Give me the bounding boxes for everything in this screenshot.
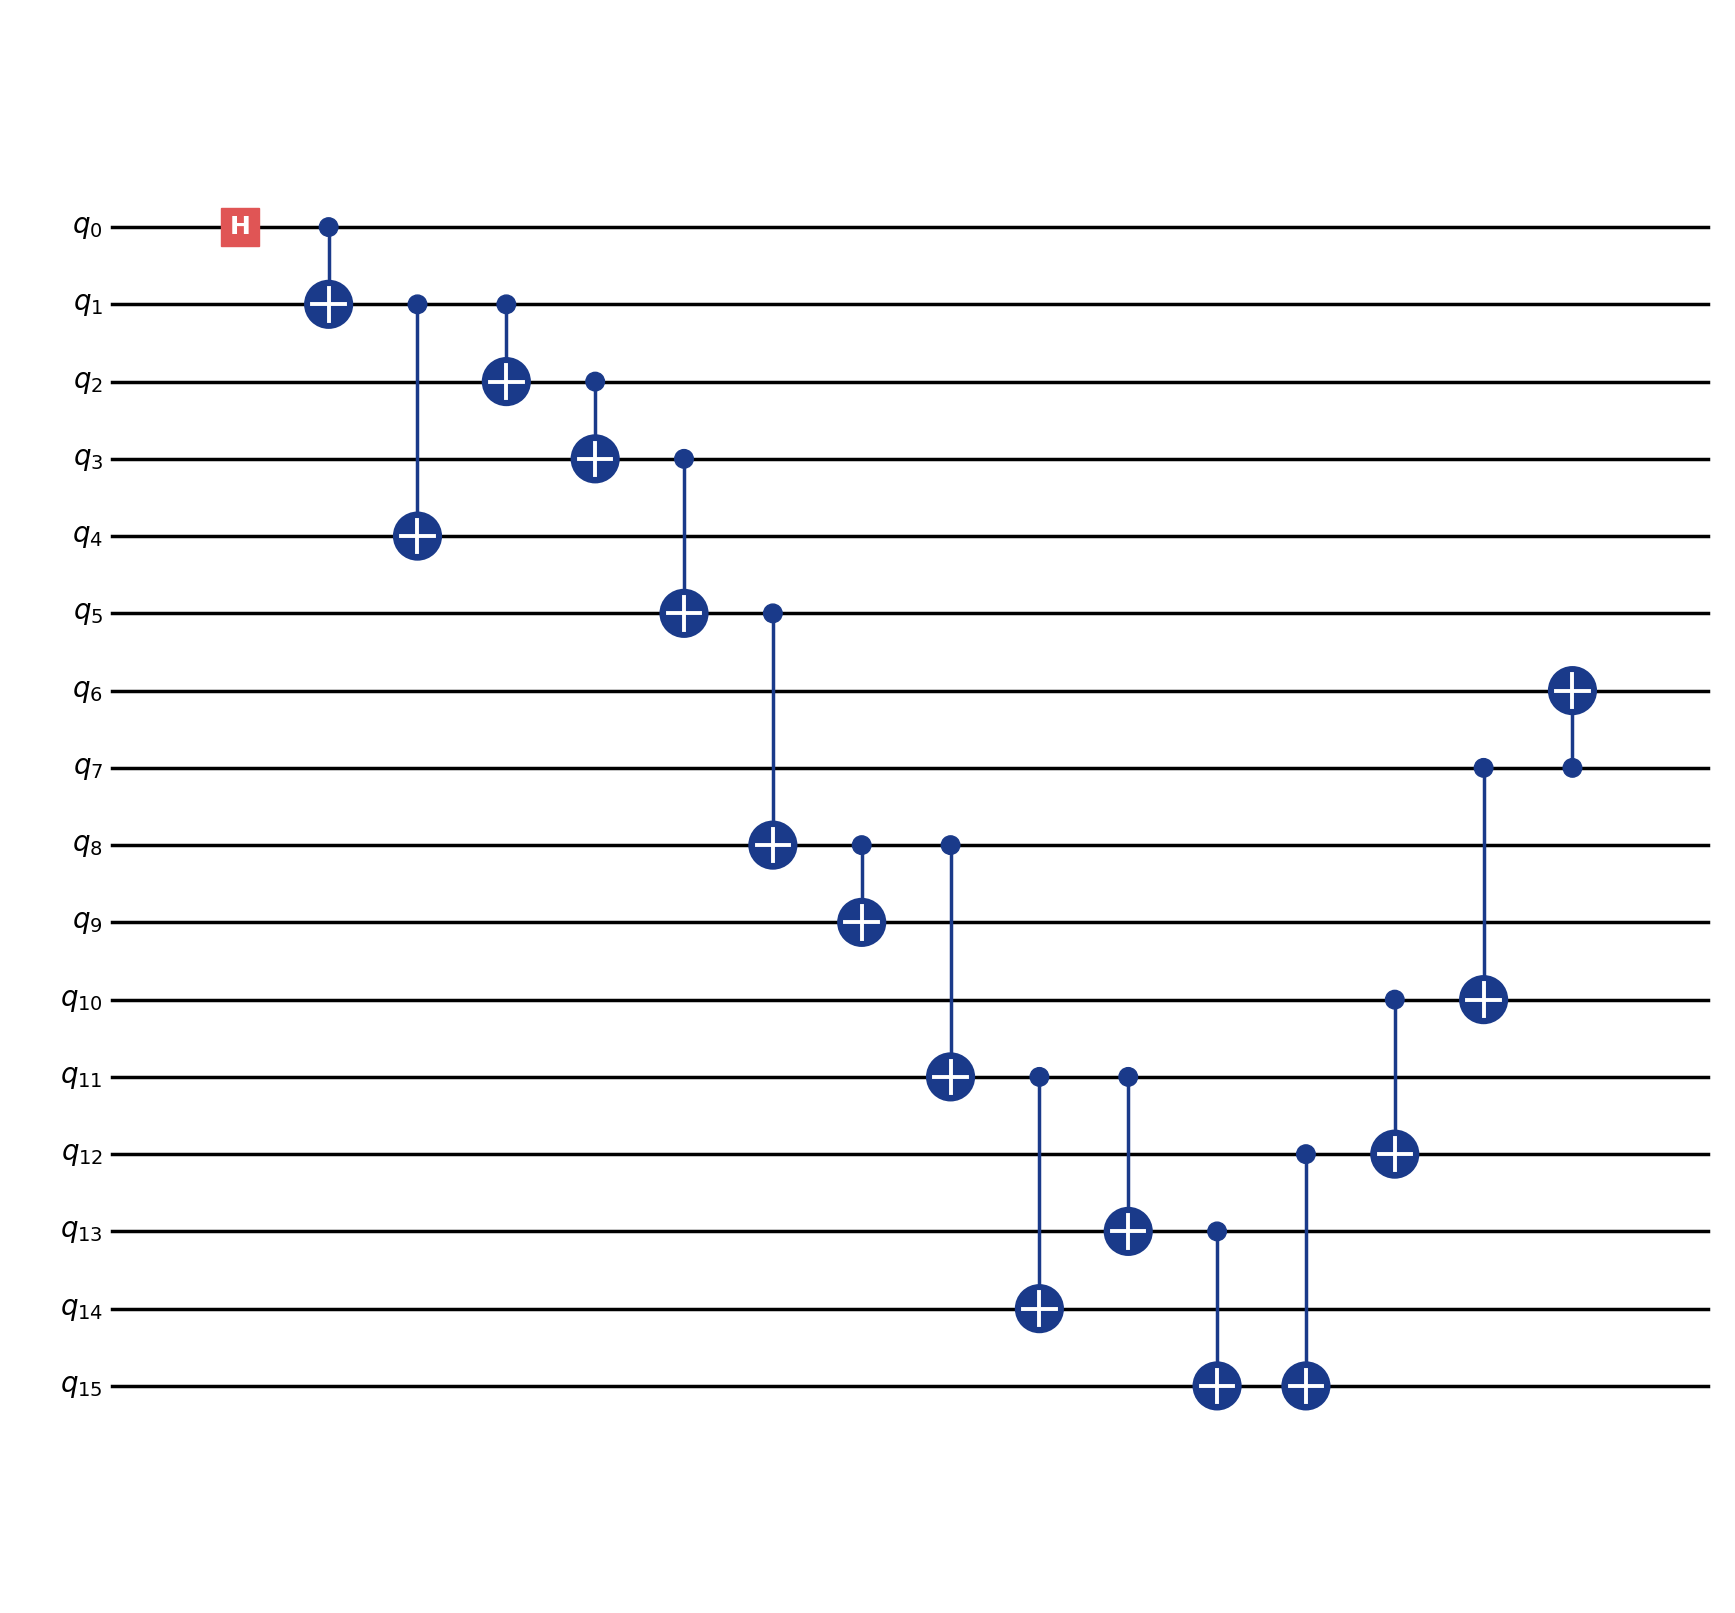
- Text: $q_{4}$: $q_{4}$: [73, 523, 102, 550]
- Circle shape: [763, 605, 782, 623]
- Circle shape: [675, 450, 694, 468]
- Circle shape: [1461, 976, 1506, 1023]
- Text: $q_{2}$: $q_{2}$: [73, 368, 102, 395]
- Circle shape: [319, 218, 338, 237]
- Text: $q_{0}$: $q_{0}$: [73, 213, 102, 240]
- Text: $q_{1}$: $q_{1}$: [73, 290, 102, 318]
- Circle shape: [661, 590, 708, 637]
- Circle shape: [750, 823, 796, 868]
- Circle shape: [1031, 1068, 1048, 1086]
- Circle shape: [1549, 668, 1596, 715]
- Circle shape: [573, 436, 618, 482]
- Circle shape: [408, 295, 427, 313]
- Text: $q_{9}$: $q_{9}$: [73, 908, 102, 937]
- Circle shape: [1563, 758, 1582, 777]
- Text: H: H: [229, 215, 250, 239]
- Circle shape: [1105, 1208, 1152, 1255]
- Circle shape: [942, 836, 959, 855]
- Circle shape: [1208, 1223, 1227, 1240]
- Text: $q_{13}$: $q_{13}$: [61, 1218, 102, 1245]
- Circle shape: [496, 295, 515, 313]
- Circle shape: [305, 281, 352, 327]
- Circle shape: [1475, 758, 1492, 777]
- Circle shape: [1372, 1131, 1417, 1177]
- Circle shape: [1119, 1068, 1138, 1086]
- Circle shape: [394, 513, 441, 560]
- Text: $q_{15}$: $q_{15}$: [61, 1373, 102, 1400]
- Text: $q_{7}$: $q_{7}$: [73, 753, 102, 782]
- Text: $q_{11}$: $q_{11}$: [61, 1063, 102, 1090]
- Text: $q_{10}$: $q_{10}$: [61, 986, 102, 1013]
- Text: $q_{14}$: $q_{14}$: [59, 1295, 102, 1323]
- Text: $q_{8}$: $q_{8}$: [73, 831, 102, 860]
- Circle shape: [1194, 1363, 1241, 1410]
- Text: $q_{12}$: $q_{12}$: [61, 1140, 102, 1168]
- Text: $q_{3}$: $q_{3}$: [73, 445, 102, 473]
- Circle shape: [928, 1053, 973, 1100]
- Circle shape: [838, 898, 885, 945]
- Circle shape: [852, 836, 871, 855]
- Circle shape: [1282, 1363, 1329, 1410]
- Text: $q_{6}$: $q_{6}$: [73, 676, 102, 705]
- Circle shape: [482, 358, 529, 405]
- FancyBboxPatch shape: [220, 208, 259, 247]
- Circle shape: [586, 373, 604, 390]
- Circle shape: [1386, 990, 1404, 1008]
- Text: $q_{5}$: $q_{5}$: [73, 600, 102, 627]
- Circle shape: [1296, 1145, 1315, 1163]
- Circle shape: [1017, 1286, 1062, 1332]
